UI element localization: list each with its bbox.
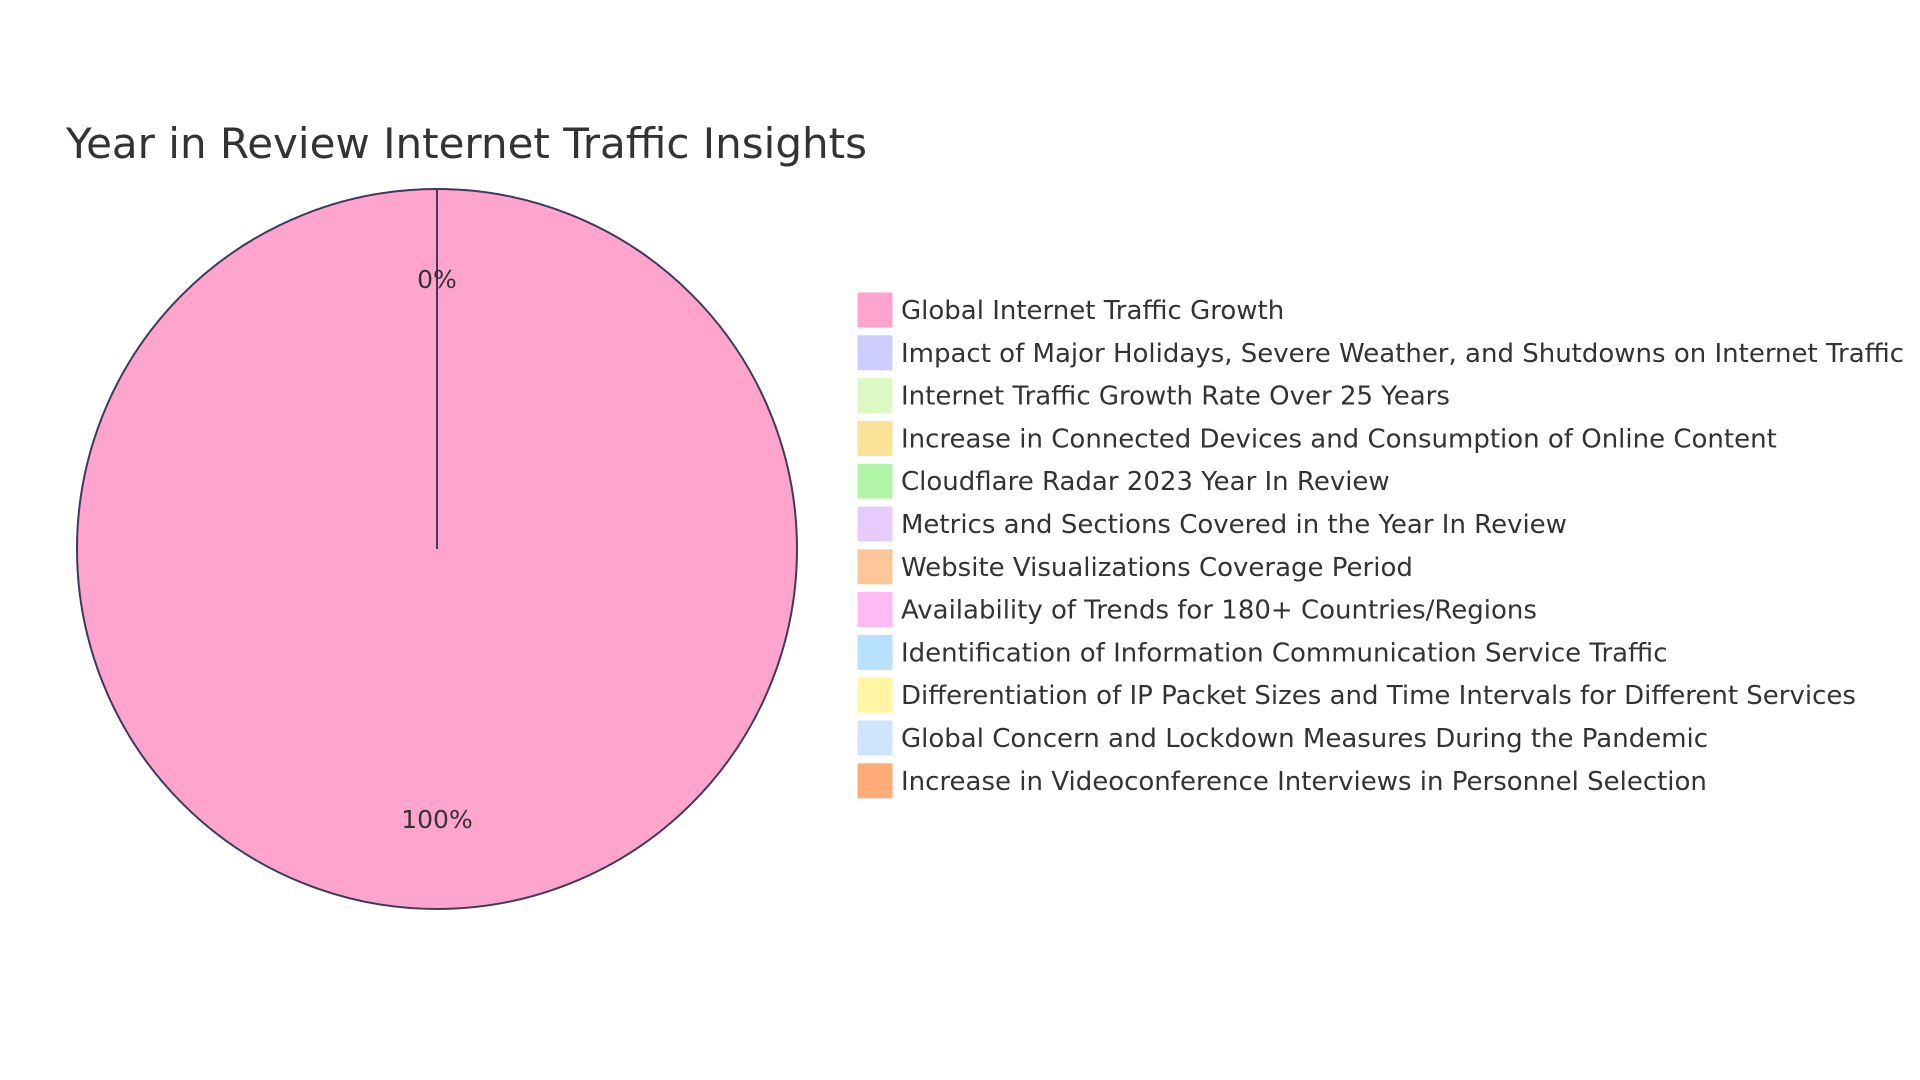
legend-label: Impact of Major Holidays, Severe Weather… <box>901 339 1904 369</box>
legend-swatch <box>856 462 894 500</box>
legend-label: Global Concern and Lockdown Measures Dur… <box>901 724 1708 754</box>
legend-label: Increase in Connected Devices and Consum… <box>901 424 1777 454</box>
legend-swatch <box>856 633 894 671</box>
legend-label: Global Internet Traffic Growth <box>901 296 1284 326</box>
legend-swatch <box>856 505 894 543</box>
legend-label: Cloudflare Radar 2023 Year In Review <box>901 467 1390 497</box>
pie-slice-labels: 100% 0% <box>401 265 472 834</box>
legend-label: Increase in Videoconference Interviews i… <box>901 767 1707 797</box>
legend-swatch <box>856 762 894 800</box>
chart-title: Year in Review Internet Traffic Insights <box>65 119 867 168</box>
legend-label: Identification of Information Communicat… <box>901 638 1668 668</box>
legend-label: Metrics and Sections Covered in the Year… <box>901 510 1567 540</box>
legend-swatch <box>856 676 894 714</box>
legend-swatch <box>856 334 894 372</box>
pie-slices <box>76 188 798 910</box>
slice-percent-label: 0% <box>417 265 457 294</box>
legend: Global Internet Traffic Growth Impact of … <box>856 291 1904 800</box>
legend-swatch <box>856 291 894 329</box>
legend-swatch <box>856 591 894 629</box>
legend-label: Internet Traffic Growth Rate Over 25 Yea… <box>901 382 1450 412</box>
legend-swatch <box>856 548 894 586</box>
legend-swatch <box>856 377 894 415</box>
legend-label: Website Visualizations Coverage Period <box>901 553 1413 583</box>
legend-label: Availability of Trends for 180+ Countrie… <box>901 596 1537 626</box>
slice-percent-label: 100% <box>401 805 472 834</box>
legend-swatch <box>856 419 894 457</box>
legend-swatch <box>856 719 894 757</box>
legend-label: Differentiation of IP Packet Sizes and T… <box>901 681 1856 711</box>
